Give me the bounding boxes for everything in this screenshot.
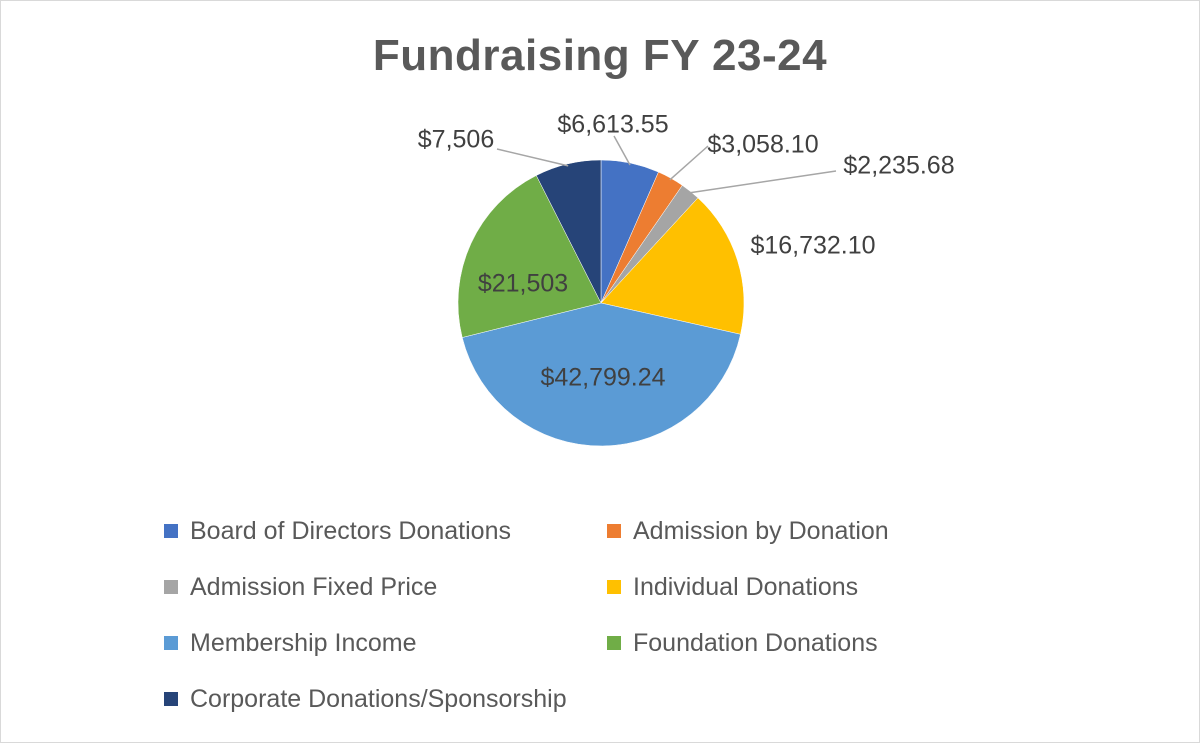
legend-swatch — [164, 636, 178, 650]
legend-swatch — [607, 524, 621, 538]
pie-slice-corporate-donations-sponsorship — [535, 159, 602, 304]
chart-title: Fundraising FY 23-24 — [372, 31, 828, 80]
legend-item: Admission by Donation — [607, 513, 1027, 549]
data-label: $21,503 — [478, 270, 568, 298]
data-label: $16,732.10 — [750, 232, 875, 260]
leader-line — [496, 148, 569, 167]
legend-label: Foundation Donations — [633, 628, 878, 657]
legend-swatch — [164, 580, 178, 594]
legend-item: Admission Fixed Price — [164, 569, 607, 605]
pie-slice-individual-donations — [600, 197, 745, 335]
legend-label: Membership Income — [190, 628, 417, 657]
legend-item: Membership Income — [164, 625, 607, 661]
pie-slice-membership-income — [461, 302, 741, 447]
legend-swatch — [607, 636, 621, 650]
legend-label: Individual Donations — [633, 572, 859, 601]
legend-swatch — [164, 524, 178, 538]
leader-line — [688, 170, 837, 194]
legend-swatch — [164, 692, 178, 706]
legend-item: Corporate Donations/Sponsorship — [164, 681, 607, 717]
legend-label: Admission Fixed Price — [190, 572, 438, 601]
pie-slice-foundation-donations — [457, 175, 602, 338]
legend-item: Board of Directors Donations — [164, 513, 607, 549]
legend-label: Admission by Donation — [633, 516, 889, 545]
legend-item: Individual Donations — [607, 569, 1027, 605]
data-label: $2,235.68 — [843, 152, 954, 180]
data-label: $6,613.55 — [557, 111, 668, 139]
leader-line — [613, 135, 631, 166]
pie-chart: $6,613.55 $3,058.10 $2,235.68 $16,732.10 $42… — [418, 111, 955, 447]
legend-swatch — [607, 580, 621, 594]
legend-label: Corporate Donations/Sponsorship — [190, 684, 567, 713]
data-label: $7,506 — [418, 126, 494, 154]
data-label: $3,058.10 — [707, 131, 818, 159]
leader-line — [669, 145, 709, 181]
legend: Board of Directors Donations Admission by… — [164, 513, 1064, 717]
legend-item: Foundation Donations — [607, 625, 1027, 661]
data-label: $42,799.24 — [540, 364, 665, 392]
legend-label: Board of Directors Donations — [190, 516, 511, 545]
